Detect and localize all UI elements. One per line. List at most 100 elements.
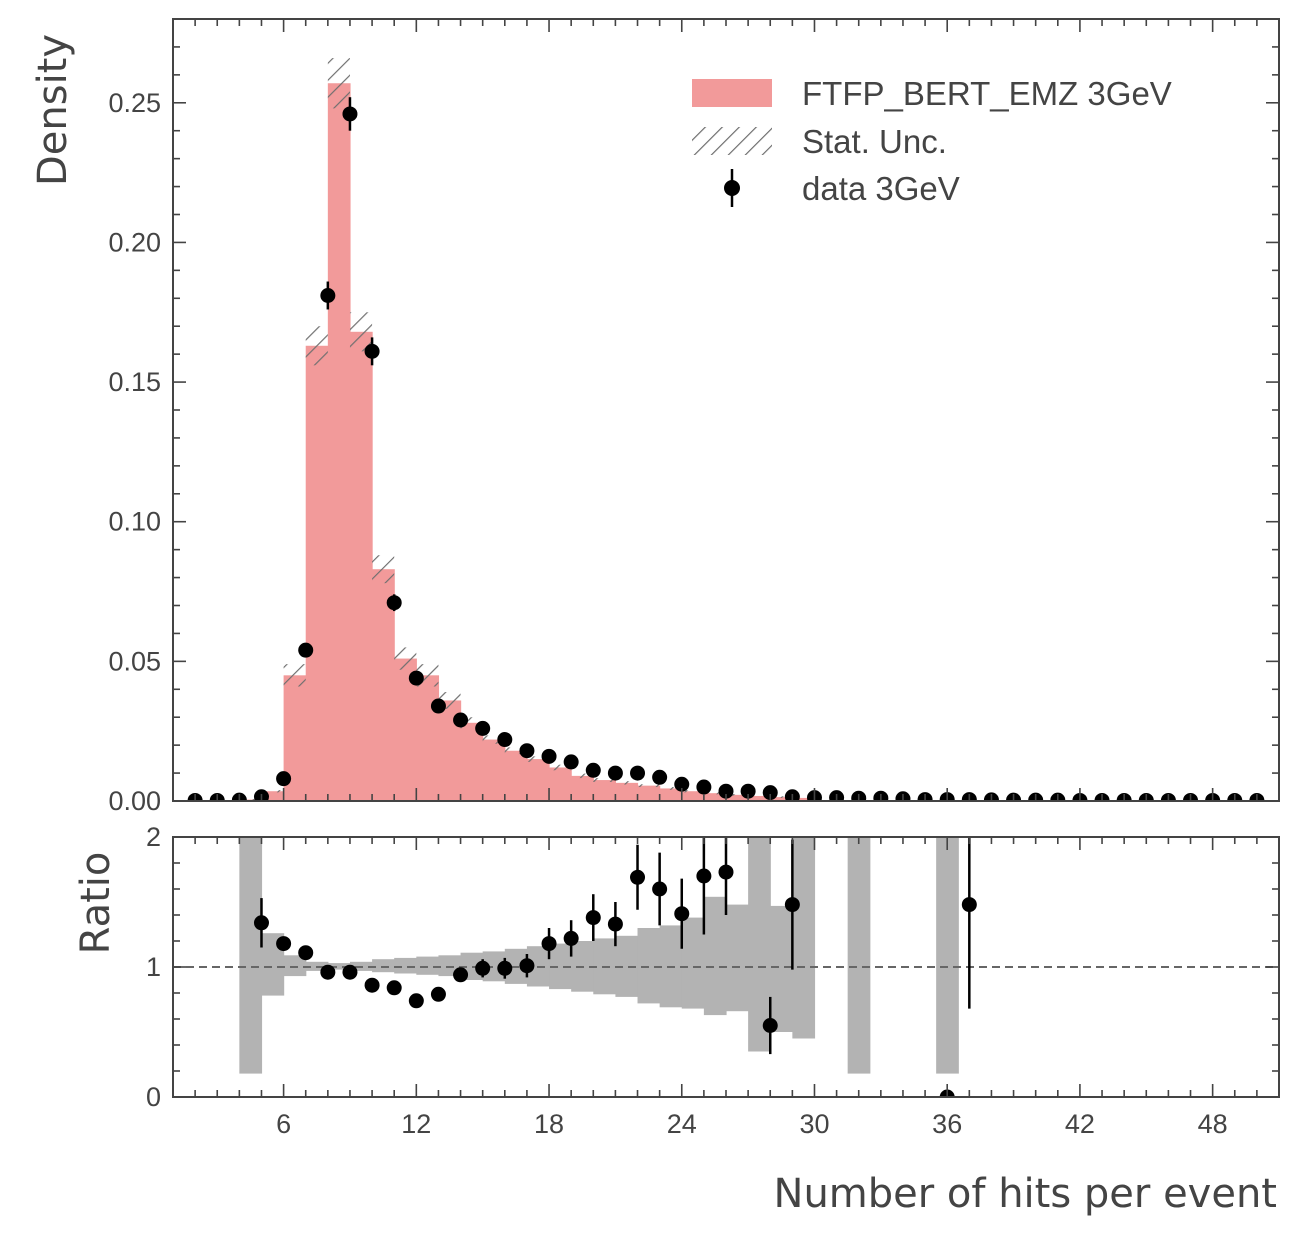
- ratio-unc-bin: [637, 928, 661, 1004]
- mc-bar: [305, 345, 329, 801]
- data-point: [652, 769, 668, 785]
- stat-unc-hatch: [526, 756, 550, 762]
- ratio-point: [453, 967, 469, 983]
- ratio-point: [497, 960, 513, 976]
- x-tick-label: 18: [534, 1109, 564, 1139]
- mc-bar: [482, 739, 506, 801]
- ratio-point: [585, 910, 601, 926]
- ratio-y-axis-title: Ratio: [73, 852, 119, 955]
- stat-unc-hatch: [681, 790, 704, 793]
- stat-unc-hatch: [482, 735, 505, 744]
- mc-bar: [703, 793, 727, 801]
- y-tick-label: 0.05: [108, 646, 161, 676]
- mc-bar: [681, 791, 705, 801]
- main-y-axis-title: Density: [30, 34, 76, 186]
- ratio-unc-bin: [394, 957, 417, 974]
- stat-unc-hatch: [261, 790, 284, 793]
- data-point: [696, 779, 712, 795]
- stat-unc-hatch: [659, 787, 682, 790]
- y-tick-label: 0.10: [108, 507, 161, 537]
- ratio-unc-bin: [847, 837, 871, 1074]
- ratio-point: [630, 869, 646, 885]
- ratio-point: [320, 964, 336, 980]
- data-point: [762, 785, 778, 801]
- stat-unc-hatch: [460, 717, 483, 729]
- x-tick-label: 42: [1065, 1109, 1095, 1139]
- data-point: [740, 783, 756, 799]
- mc-bar: [526, 759, 550, 801]
- stat-unc-hatch: [327, 58, 350, 109]
- data-point: [585, 762, 601, 778]
- mc-bar: [659, 788, 683, 801]
- mc-bar: [416, 675, 440, 801]
- ratio-y-tick-label: 0: [146, 1082, 161, 1112]
- data-point: [386, 595, 402, 611]
- stat-unc-hatch: [571, 773, 594, 779]
- ratio-unc-bin: [416, 956, 440, 975]
- stat-unc-hatch: [504, 747, 527, 755]
- mc-bar: [726, 794, 749, 801]
- stat-unc-hatch: [372, 555, 395, 584]
- ratio-point: [475, 960, 491, 976]
- mc-bar: [349, 331, 373, 801]
- legend-swatch-data-marker: [724, 180, 740, 196]
- data-point: [364, 343, 380, 359]
- mc-bar: [460, 722, 484, 801]
- ratio-point: [519, 958, 535, 974]
- ratio-point: [408, 993, 424, 1009]
- data-point: [674, 776, 690, 792]
- ratio-ticks: [173, 836, 1279, 1098]
- data-point: [320, 287, 336, 303]
- ratio-unc-bin: [482, 951, 506, 982]
- mc-bar: [372, 569, 395, 801]
- ratio-unc-bin: [327, 963, 351, 970]
- stat-unc-hatch: [394, 647, 417, 670]
- ratio-point: [784, 897, 800, 913]
- ratio-point: [430, 986, 446, 1002]
- stat-unc-hatch: [549, 764, 572, 771]
- ratio-unc-bin: [792, 837, 816, 1039]
- ratio-y-tick-labels: 0 1 2: [146, 822, 161, 1112]
- ratio-unc-bin: [681, 917, 705, 1009]
- ratio-point: [607, 916, 623, 932]
- stat-unc-hatch: [792, 797, 815, 799]
- legend-label-data: data 3GeV: [802, 170, 960, 207]
- main-y-tick-labels: 0.00 0.05 0.10 0.15 0.20 0.25: [108, 88, 161, 816]
- ratio-point: [762, 1018, 778, 1033]
- ratio-point: [364, 977, 380, 993]
- ratio-y-tick-label: 2: [146, 822, 161, 852]
- y-tick-label: 0.25: [108, 88, 161, 118]
- ratio-point: [652, 881, 668, 897]
- stat-unc-hatch: [305, 326, 328, 366]
- mc-bar: [571, 775, 594, 801]
- ratio-points: [253, 837, 977, 1097]
- ratio-unc-bin: [283, 955, 307, 977]
- stat-unc-hatch: [349, 312, 373, 352]
- ratio-point: [674, 906, 690, 922]
- ratio-point: [563, 930, 579, 946]
- stat-unc-hatch: [615, 781, 638, 785]
- ratio-unc-bin: [703, 896, 727, 1016]
- ratio-point: [718, 864, 734, 880]
- legend-label-stat-unc: Stat. Unc.: [802, 123, 947, 160]
- ratio-point: [386, 980, 402, 996]
- legend-swatch-stat-unc: [692, 127, 772, 155]
- ratio-unc-bin: [748, 837, 771, 1052]
- ratio-unc-bin: [615, 935, 639, 997]
- ratio-point: [961, 897, 977, 913]
- ratio-uncertainty-band: [239, 837, 959, 1074]
- mc-bar: [615, 782, 639, 801]
- x-axis-title: Number of hits per event: [774, 1171, 1277, 1217]
- ratio-point: [298, 945, 314, 961]
- x-tick-label: 36: [932, 1109, 962, 1139]
- mc-bar: [504, 750, 528, 801]
- data-point: [630, 765, 646, 781]
- ratio-point: [276, 936, 292, 952]
- ratio-unc-bin: [239, 837, 263, 1074]
- x-tick-label: 6: [276, 1109, 291, 1139]
- x-tick-label: 24: [667, 1109, 697, 1139]
- ratio-point: [541, 936, 557, 952]
- x-tick-label: 12: [401, 1109, 431, 1139]
- stat-unc-hatch: [239, 799, 262, 801]
